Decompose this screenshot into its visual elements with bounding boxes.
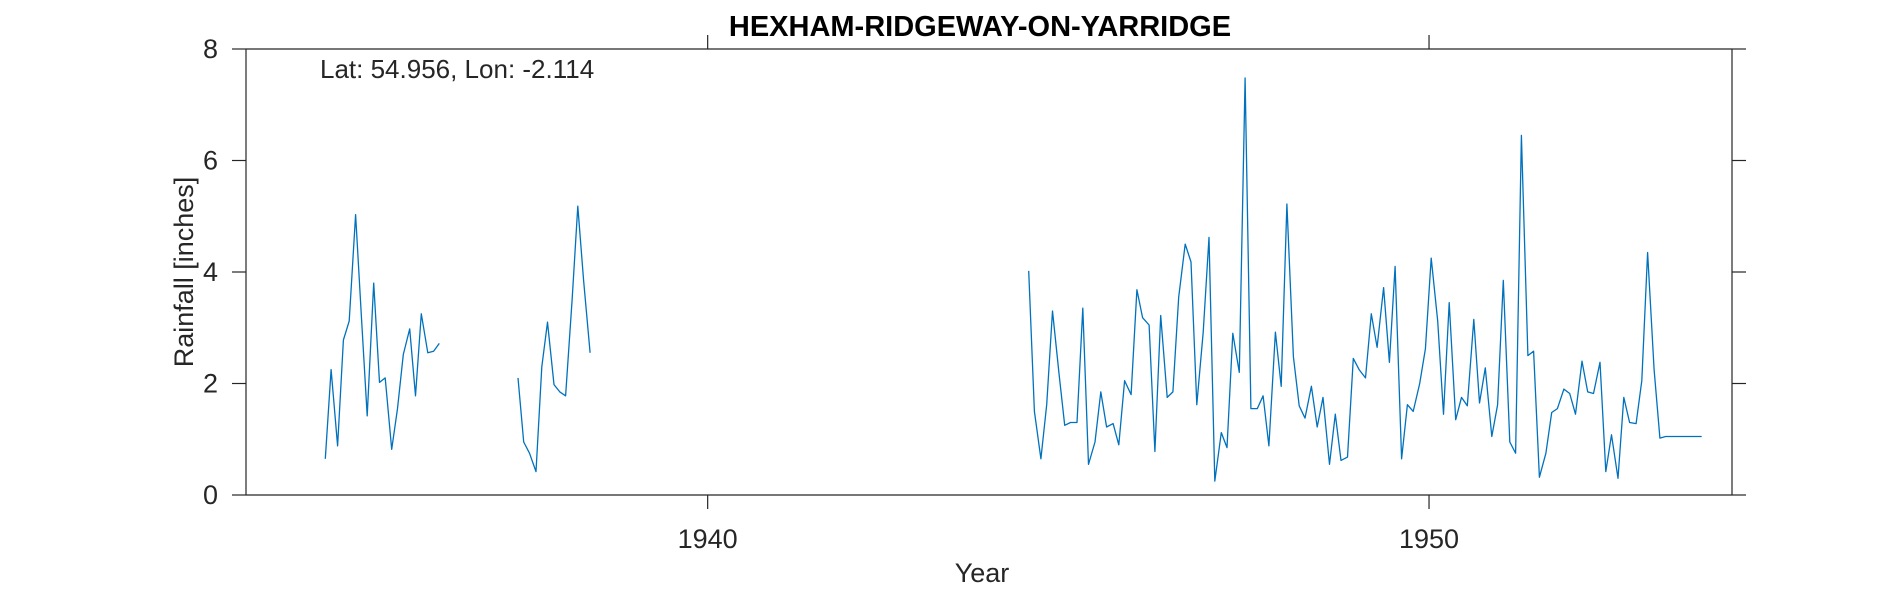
series-layer — [324, 77, 1702, 482]
rainfall-line-segment-3 — [1028, 77, 1702, 482]
x-tick-label: 1950 — [1399, 524, 1459, 554]
x-tick-label: 1940 — [678, 524, 738, 554]
y-tick-label: 4 — [203, 257, 218, 287]
y-axis-label: Rainfall [inches] — [169, 177, 199, 368]
rainfall-line-segment-2 — [517, 205, 591, 473]
x-axis-label: Year — [955, 558, 1010, 588]
y-tick-label: 6 — [203, 146, 218, 176]
rainfall-line-segment-1 — [324, 213, 440, 459]
plot-area — [246, 49, 1732, 495]
location-annotation: Lat: 54.956, Lon: -2.114 — [320, 54, 594, 84]
ticks-layer: 0 2 4 6 8 1940 1950 — [203, 34, 1746, 554]
axes-layer — [245, 48, 1733, 496]
y-tick-label: 8 — [203, 34, 218, 64]
chart-title: HEXHAM-RIDGEWAY-ON-YARRIDGE — [729, 11, 1231, 43]
y-tick-label: 2 — [203, 369, 218, 399]
y-tick-label: 0 — [203, 480, 218, 510]
